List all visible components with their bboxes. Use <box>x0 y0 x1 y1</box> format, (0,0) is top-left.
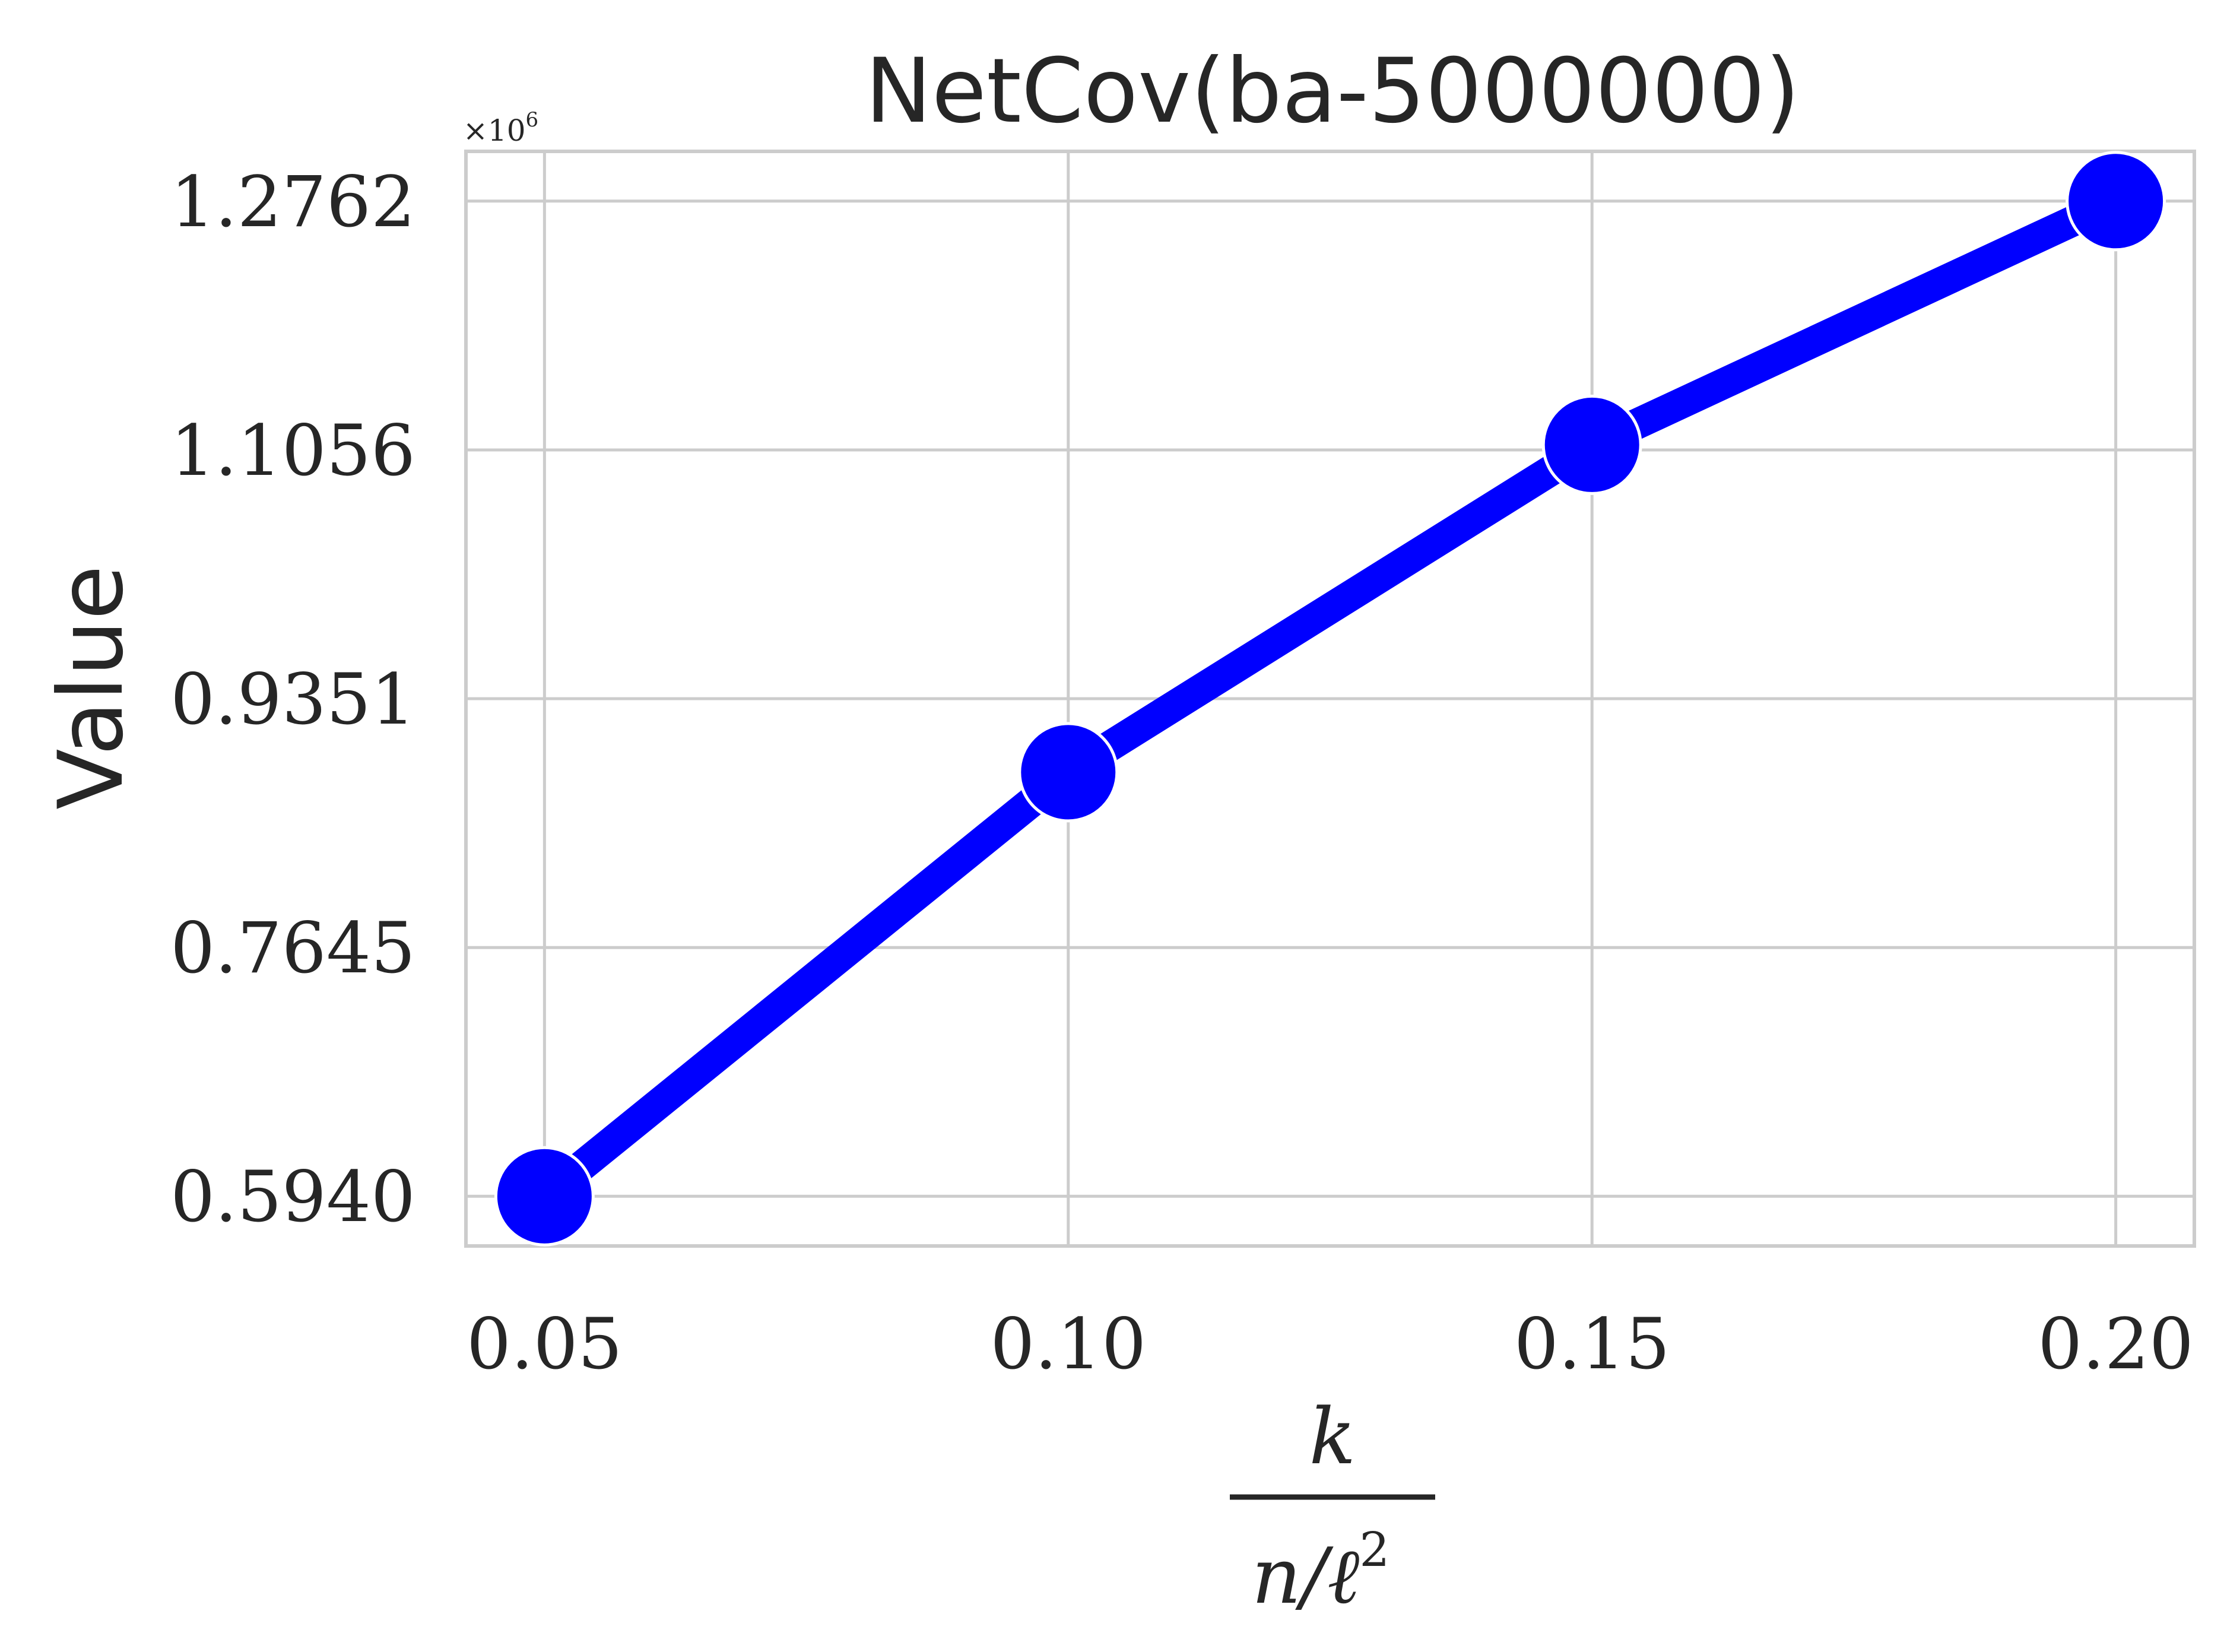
y-tick-label: 1.2762 <box>170 161 415 243</box>
data-point <box>1541 394 1642 495</box>
y-multiplier-base: ×10 <box>463 113 526 148</box>
x-tick-label: 0.10 <box>990 1303 1146 1385</box>
chart-title: NetCov(ba-5000000) <box>865 40 1800 143</box>
x-tick-label: 0.05 <box>467 1303 623 1385</box>
x-axis-label-numerator: k <box>1309 1391 1356 1482</box>
x-axis-label-denominator-exponent: 2 <box>1359 1522 1389 1577</box>
y-multiplier: ×106 <box>463 108 538 148</box>
y-tick-label: 0.9351 <box>170 658 415 740</box>
y-multiplier-exponent: 6 <box>526 108 539 132</box>
series-line <box>535 187 2123 1209</box>
x-tick-labels: 0.05 0.10 0.15 0.20 <box>467 1303 2194 1385</box>
series-layer <box>494 151 2166 1247</box>
x-axis-label-denominator-base: n/ℓ <box>1252 1531 1360 1621</box>
y-axis-label: Value <box>40 565 143 810</box>
x-axis-label-denominator: n/ℓ2 <box>1252 1522 1390 1621</box>
y-tick-label: 1.1056 <box>170 410 415 492</box>
y-tick-label: 0.5940 <box>170 1156 415 1238</box>
data-point <box>1018 722 1119 823</box>
gridlines <box>466 151 2194 1246</box>
data-point <box>2066 151 2166 252</box>
y-tick-labels: 0.5940 0.7645 0.9351 1.1056 1.2762 <box>170 161 415 1238</box>
data-point <box>494 1146 595 1247</box>
x-tick-label: 0.20 <box>2038 1303 2194 1385</box>
y-tick-label: 0.7645 <box>170 907 415 989</box>
x-tick-label: 0.15 <box>1514 1303 1670 1385</box>
plot-frame <box>464 150 2196 1248</box>
x-axis-label: k n/ℓ2 <box>1230 1391 1435 1621</box>
